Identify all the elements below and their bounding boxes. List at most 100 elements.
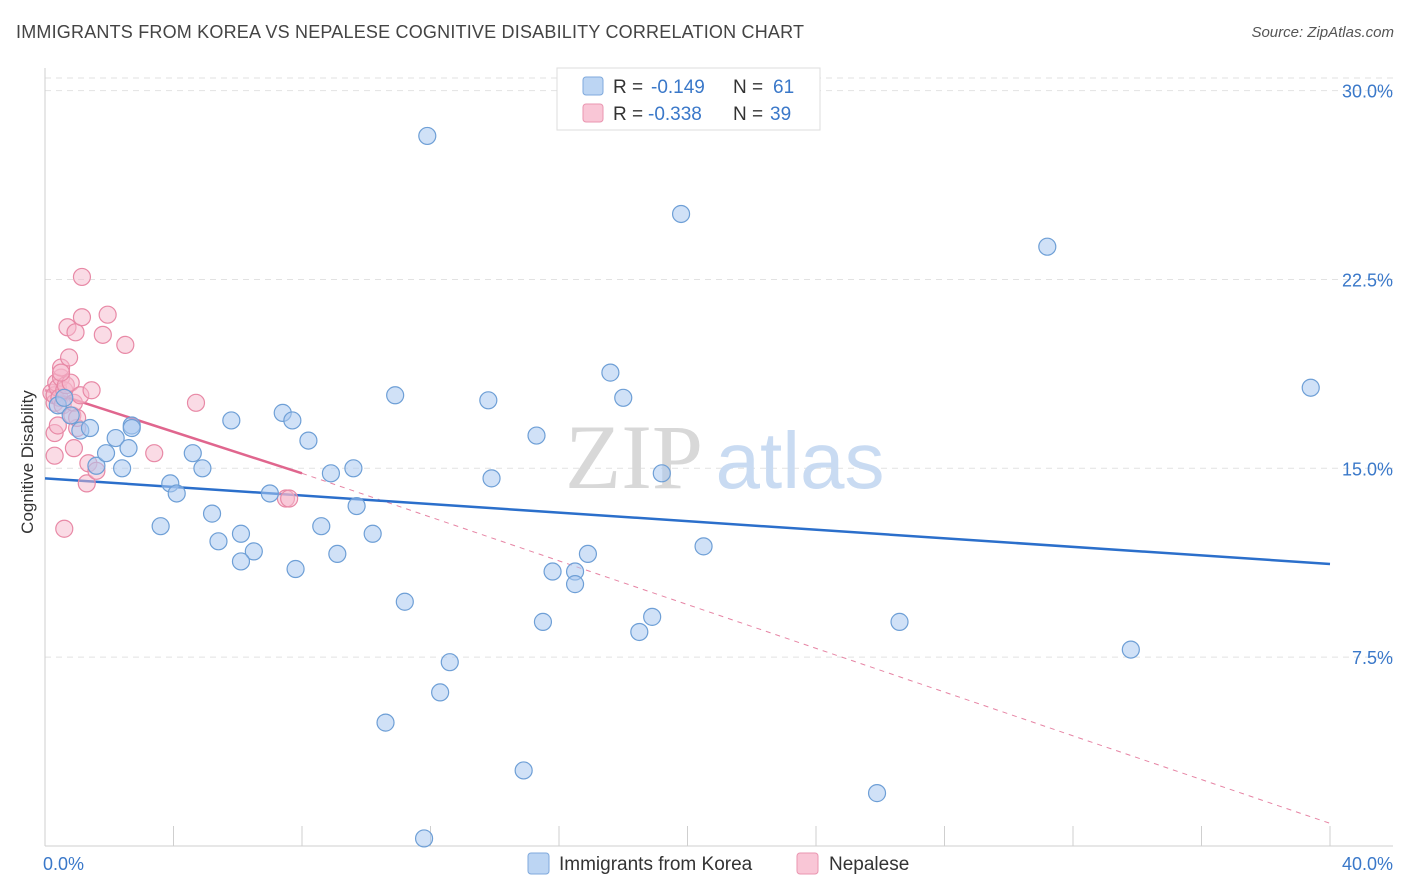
point-korea-56 [694, 537, 713, 556]
point-korea-15 [183, 444, 202, 463]
legend-r-value-nepalese: -0.338 [648, 104, 702, 125]
point-korea-50 [601, 363, 620, 382]
point-korea-49 [514, 761, 533, 780]
point-korea-54 [652, 464, 671, 483]
legend-n-value-nepalese: 39 [770, 104, 791, 125]
legend-bottom-swatch-korea [527, 852, 550, 875]
trend-line-korea [44, 477, 1331, 566]
point-korea-4 [80, 418, 100, 438]
watermark-atlas: atlas [716, 416, 885, 505]
legend-r-value-korea: -0.149 [651, 77, 705, 98]
point-korea-29 [321, 464, 341, 483]
axis-labels: 7.5% 15.0% 22.5% 30.0% 0.0% 40.0% Cognitive Di… [18, 82, 1393, 874]
y-tick-label-0: 7.5% [1352, 648, 1393, 668]
point-nepalese-28 [82, 381, 101, 400]
series-korea-points [48, 126, 1320, 848]
point-korea-2 [61, 406, 80, 425]
point-korea-38 [440, 653, 459, 672]
point-korea-21 [244, 542, 263, 561]
point-korea-16 [193, 459, 212, 478]
legend-top: R = -0.149 N = 61 R = -0.338 N = 39 [556, 67, 821, 131]
point-nepalese-37 [51, 363, 71, 382]
point-korea-39 [376, 713, 395, 732]
watermark: ZIP atlas [565, 406, 884, 508]
legend-bottom: Immigrants from Korea Nepalese [527, 852, 909, 875]
legend-n-label-korea: N = [733, 77, 763, 98]
point-korea-14 [151, 517, 170, 536]
legend-r-label-nepalese: R = [613, 104, 643, 125]
point-nepalese-34 [186, 393, 206, 412]
point-korea-45 [543, 562, 562, 581]
point-korea-22 [231, 552, 251, 571]
chart-title: IMMIGRANTS FROM KOREA VS NEPALESE COGNIT… [16, 22, 805, 42]
point-korea-47 [565, 575, 585, 594]
trend-line-nepalese-extended [301, 472, 1331, 824]
point-korea-19 [222, 411, 241, 430]
point-korea-41 [479, 391, 498, 410]
point-korea-1 [55, 388, 74, 407]
point-nepalese-33 [145, 444, 164, 463]
point-korea-28 [312, 517, 331, 536]
point-korea-53 [643, 607, 662, 626]
point-korea-11 [119, 439, 138, 458]
legend-r-label-korea: R = [613, 77, 643, 98]
point-korea-17 [202, 504, 222, 523]
point-nepalese-13 [45, 446, 64, 465]
point-korea-6 [96, 444, 116, 463]
point-nepalese-26 [77, 474, 96, 493]
point-korea-23 [260, 484, 279, 503]
legend-swatch-korea [582, 76, 604, 96]
point-korea-55 [671, 204, 691, 224]
point-korea-13 [167, 484, 186, 503]
point-korea-60 [1121, 640, 1140, 659]
point-korea-5 [87, 456, 106, 475]
point-nepalese-24 [72, 308, 92, 327]
point-korea-40 [414, 829, 434, 848]
point-korea-9 [106, 428, 125, 448]
y-tick-label-2: 22.5% [1342, 270, 1393, 290]
point-korea-26 [299, 431, 318, 450]
point-nepalese-25 [72, 267, 92, 287]
point-korea-58 [890, 612, 909, 631]
point-nepalese-36 [280, 489, 299, 508]
legend-bottom-label-nepalese: Nepalese [829, 854, 909, 875]
point-nepalese-19 [64, 439, 84, 458]
point-korea-30 [328, 544, 347, 564]
x-tick-label-max: 40.0% [1342, 854, 1393, 874]
point-korea-57 [867, 784, 887, 803]
point-nepalese-32 [116, 335, 135, 355]
legend-bottom-label-korea: Immigrants from Korea [559, 854, 753, 875]
y-tick-label-1: 15.0% [1342, 459, 1393, 479]
point-nepalese-12 [48, 416, 67, 435]
point-korea-32 [347, 496, 366, 516]
y-tick-label-3: 30.0% [1342, 82, 1393, 102]
point-korea-33 [363, 524, 382, 543]
point-nepalese-30 [93, 325, 112, 344]
point-nepalese-16 [59, 348, 79, 367]
point-korea-52 [630, 622, 649, 642]
point-korea-34 [386, 386, 405, 405]
gridlines [45, 77, 1393, 658]
trend-line-nepalese [44, 389, 303, 475]
point-korea-25 [283, 411, 302, 430]
chart-source: Source: ZipAtlas.com [1251, 24, 1394, 41]
point-korea-8 [122, 418, 141, 438]
point-nepalese-31 [98, 305, 117, 324]
point-korea-36 [418, 126, 437, 146]
watermark-zip: ZIP [565, 406, 703, 508]
point-nepalese-21 [66, 323, 85, 342]
x-tick-label-min: 0.0% [43, 854, 84, 874]
point-korea-42 [482, 469, 501, 488]
point-korea-44 [533, 612, 553, 631]
point-korea-37 [431, 683, 450, 702]
legend-swatch-nepalese [582, 103, 604, 123]
point-korea-43 [527, 426, 546, 445]
point-korea-20 [231, 524, 251, 543]
trend-lines [44, 389, 1331, 824]
point-korea-59 [1038, 237, 1057, 256]
y-axis-label: Cognitive Disability [18, 390, 37, 534]
point-nepalese-14 [55, 519, 74, 538]
legend-bottom-swatch-nepalese [796, 852, 819, 875]
point-korea-48 [578, 544, 598, 564]
